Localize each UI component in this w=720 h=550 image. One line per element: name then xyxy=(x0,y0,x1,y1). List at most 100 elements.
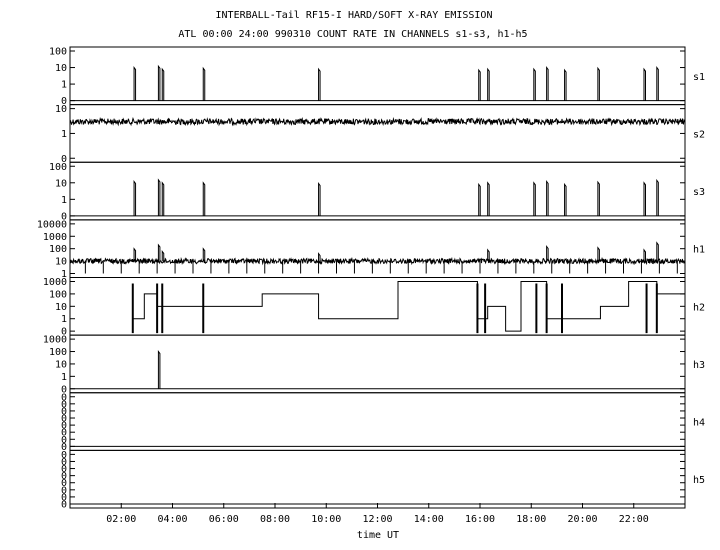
panel-label-h2: h2 xyxy=(693,302,705,313)
spike-s3 xyxy=(597,180,600,216)
trace-h1 xyxy=(69,256,686,266)
y-tick-label-h2: 0 xyxy=(61,327,67,338)
y-tick-label-h3: 0 xyxy=(61,384,67,395)
x-tick-label: 20:00 xyxy=(567,514,597,525)
panel-label-h1: h1 xyxy=(693,245,705,256)
x-tick-label: 18:00 xyxy=(516,514,546,525)
x-tick-label: 02:00 xyxy=(106,514,136,525)
spike-h1 xyxy=(597,246,600,262)
y-tick-label-h5: 0 xyxy=(61,478,67,489)
y-tick-label-h4: 0 xyxy=(61,442,67,453)
y-tick-label-h4: 0 xyxy=(61,435,67,446)
y-tick-label-s1: 1 xyxy=(61,80,67,91)
spike-s3 xyxy=(546,179,549,216)
y-tick-label-h5: 0 xyxy=(61,464,67,475)
y-tick-label-s3: 1 xyxy=(61,195,67,206)
spike-h1 xyxy=(202,247,206,262)
spike-s3 xyxy=(202,181,206,216)
x-tick-label: 12:00 xyxy=(362,514,392,525)
x-tick-label: 22:00 xyxy=(619,514,649,525)
y-tick-label-h3: 1 xyxy=(61,372,67,383)
y-tick-label-s1: 100 xyxy=(49,47,67,58)
spike-h1 xyxy=(656,241,659,262)
y-tick-label-h4: 0 xyxy=(61,414,67,425)
y-tick-label-h3: 1000 xyxy=(43,335,67,346)
y-tick-label-s3: 0 xyxy=(61,211,67,222)
y-tick-label-s3: 100 xyxy=(49,162,67,173)
y-tick-label-h3: 10 xyxy=(55,359,67,370)
spike-s1 xyxy=(157,64,161,101)
panel-frame-h4 xyxy=(69,392,686,451)
y-tick-label-h4: 0 xyxy=(61,406,67,417)
spike-s3 xyxy=(318,182,321,216)
spike-h1 xyxy=(643,248,646,262)
y-tick-label-h4: 0 xyxy=(61,428,67,439)
spike-s1 xyxy=(643,67,646,101)
y-tick-label-s2: 1 xyxy=(61,129,67,140)
spike-s1 xyxy=(656,66,659,101)
y-tick-label-h2: 100 xyxy=(49,289,67,300)
spike-s1 xyxy=(478,68,481,101)
x-tick-label: 10:00 xyxy=(311,514,341,525)
chart-title: INTERBALL-Tail RF15-I HARD/SOFT X-RAY EM… xyxy=(216,10,493,21)
spike-h1 xyxy=(161,249,165,262)
chart-subtitle: ATL 00:00 24:00 990310 COUNT RATE IN CHA… xyxy=(178,29,527,40)
y-tick-label-s1: 10 xyxy=(55,63,67,74)
spike-s1 xyxy=(564,68,567,101)
spike-s3 xyxy=(656,178,659,216)
trace-h2 xyxy=(132,281,685,332)
y-tick-label-h4: 0 xyxy=(61,421,67,432)
panel-frame-h5 xyxy=(69,449,686,509)
spike-s3 xyxy=(478,182,481,216)
spike-s1 xyxy=(318,67,321,101)
spike-s1 xyxy=(597,66,600,101)
y-tick-label-h1: 10 xyxy=(55,257,67,268)
x-tick-label: 06:00 xyxy=(209,514,239,525)
x-tick-label: 08:00 xyxy=(260,514,290,525)
y-tick-label-h4: 0 xyxy=(61,392,67,403)
spike-s1 xyxy=(133,66,137,101)
spike-s3 xyxy=(487,181,490,216)
x-tick-label: 16:00 xyxy=(465,514,495,525)
panel-frame-h3 xyxy=(69,334,686,394)
y-tick-label-s2: 10 xyxy=(55,104,67,115)
spike-h3 xyxy=(157,350,161,389)
spike-s3 xyxy=(533,181,536,216)
y-tick-label-h2: 1 xyxy=(61,314,67,325)
spike-s1 xyxy=(546,66,549,101)
trace-s2 xyxy=(69,117,686,127)
spike-h1 xyxy=(546,245,549,262)
y-tick-label-h5: 0 xyxy=(61,450,67,461)
y-tick-label-h5: 0 xyxy=(61,492,67,503)
y-tick-label-s3: 10 xyxy=(55,178,67,189)
spike-s3 xyxy=(564,182,567,216)
x-axis-label: time UT xyxy=(357,530,399,541)
x-tick-group: 02:00 04:00 06:00 08:00 10:00 12:00 14:00 16:00… xyxy=(106,503,649,525)
y-tick-label-s2: 0 xyxy=(61,154,67,165)
x-tick-label: 14:00 xyxy=(414,514,444,525)
spike-h1 xyxy=(133,247,137,262)
y-tick-label-h5: 0 xyxy=(61,500,67,511)
spike-s3 xyxy=(161,181,165,216)
spike-s1 xyxy=(202,66,206,101)
spike-s3 xyxy=(133,179,137,216)
y-tick-label-h5: 0 xyxy=(61,457,67,468)
y-tick-label-h1: 1000 xyxy=(43,232,67,243)
panel-frame-s2 xyxy=(69,104,686,163)
panel-label-s1: s1 xyxy=(693,72,705,83)
spike-h1 xyxy=(487,248,490,262)
panel-label-h4: h4 xyxy=(693,418,705,429)
x-tick-label: 04:00 xyxy=(157,514,187,525)
y-tick-label-h5: 0 xyxy=(61,485,67,496)
spike-s1 xyxy=(533,67,536,101)
y-tick-label-h2: 10 xyxy=(55,302,67,313)
y-tick-label-h3: 100 xyxy=(49,347,67,358)
panel-label-h3: h3 xyxy=(693,360,705,371)
panel-label-h5: h5 xyxy=(693,475,705,486)
